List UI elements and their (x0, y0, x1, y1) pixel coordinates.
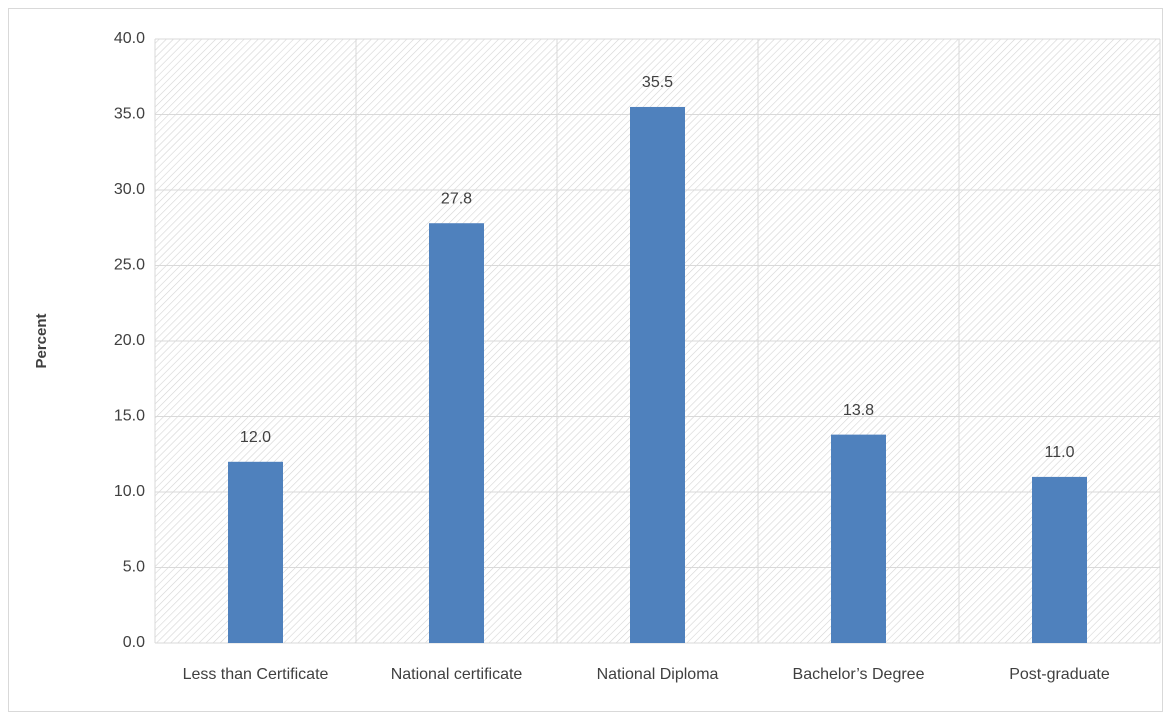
y-tick-label: 5.0 (123, 559, 145, 576)
bar (429, 223, 484, 643)
data-label: 13.8 (843, 402, 874, 419)
data-label: 35.5 (642, 74, 673, 91)
y-tick-label: 25.0 (114, 257, 145, 274)
x-tick-label: National Diploma (597, 666, 719, 683)
data-label: 27.8 (441, 190, 472, 207)
bar (228, 461, 283, 643)
y-axis-label: Percent (33, 313, 50, 368)
x-tick-label: National certificate (391, 666, 523, 683)
data-label: 12.0 (240, 429, 271, 446)
x-tick-label: Less than Certificate (183, 666, 329, 683)
x-tick-label: Bachelor’s Degree (793, 666, 925, 683)
data-label: 11.0 (1045, 444, 1075, 461)
bar (831, 434, 886, 643)
y-tick-label: 30.0 (114, 181, 145, 198)
y-tick-label: 35.0 (114, 106, 145, 123)
y-tick-label: 10.0 (114, 483, 145, 500)
bar (630, 106, 685, 643)
y-tick-label: 0.0 (123, 634, 145, 651)
bar (1032, 476, 1087, 643)
y-tick-label: 20.0 (114, 332, 145, 349)
y-tick-label: 40.0 (114, 30, 145, 47)
y-tick-label: 15.0 (114, 408, 145, 425)
x-tick-label: Post-graduate (1009, 666, 1110, 683)
